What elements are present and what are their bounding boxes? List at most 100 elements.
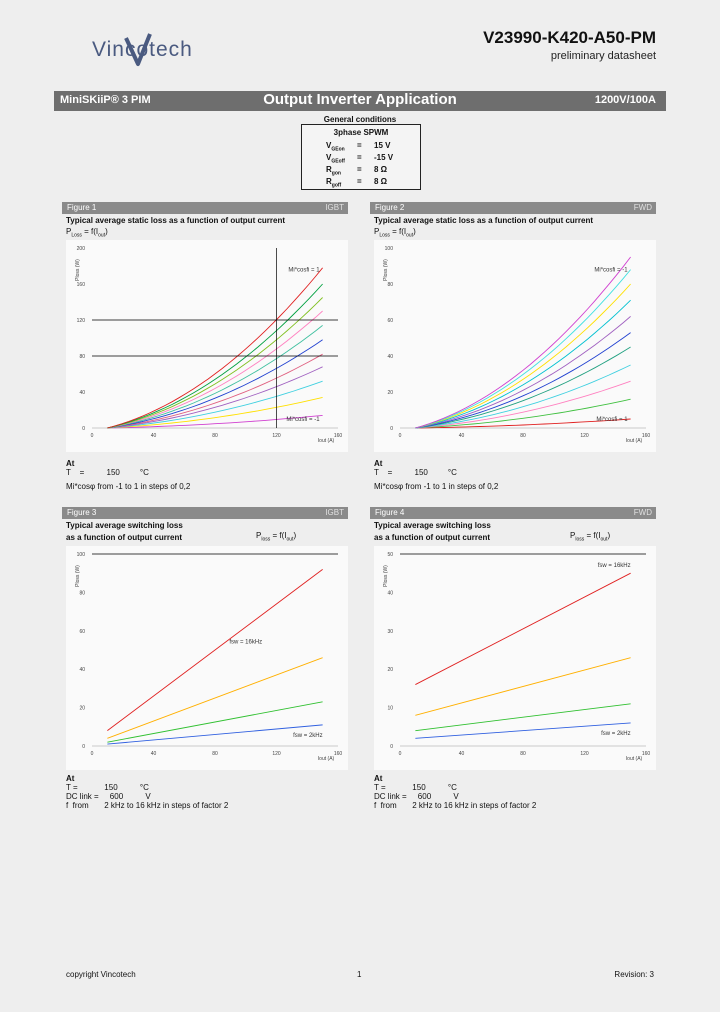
series-line <box>415 316 631 429</box>
series-line <box>415 380 631 429</box>
y-axis-label: Ploss (W) <box>383 259 389 281</box>
series-line <box>415 283 631 429</box>
y-tick-label: 40 <box>387 590 393 596</box>
x-tick-label: 160 <box>334 433 343 439</box>
series-line <box>415 332 631 429</box>
x-tick-label: 120 <box>272 751 281 757</box>
general-conditions-table: 3phase SPWM VGEon = 15 V VGEoff = -15 V Rg… <box>301 124 421 190</box>
x-tick-label: 40 <box>151 433 157 439</box>
product-family: MiniSKiiP® 3 PIM <box>60 94 151 106</box>
y-tick-label: 40 <box>387 354 393 360</box>
y-axis-label: Ploss (W) <box>75 259 81 281</box>
y-tick-label: 20 <box>387 667 393 673</box>
y-tick-label: 0 <box>390 744 393 750</box>
series-line <box>107 701 323 743</box>
y-tick-label: 20 <box>387 390 393 396</box>
series-line <box>107 568 323 732</box>
series-line <box>415 657 631 716</box>
figure-4-conditions: At T = 150 °C DC link = 600 V f from 2 k… <box>374 774 537 810</box>
figure-4-formula: Ploss = f(Iout) <box>570 531 611 543</box>
y-tick-label: 0 <box>82 744 85 750</box>
logo-text: Vincotech <box>92 38 193 61</box>
y-axis-label: Ploss (W) <box>75 565 81 587</box>
series-line <box>107 267 323 429</box>
annotation-fsw-min: fsw = 2kHz <box>601 731 631 737</box>
figure-3-formula: Ploss = f(Iout) <box>256 531 297 543</box>
annotation-bottom: Mi*cosfi = 1 <box>596 417 628 423</box>
x-axis-label: Iout (A) <box>318 438 335 444</box>
x-tick-label: 80 <box>212 433 218 439</box>
figure-1-title: Typical average static loss as a functio… <box>66 216 286 225</box>
annotation-fsw-min: fsw = 2kHz <box>293 733 323 739</box>
series-line <box>107 657 323 739</box>
title-bar: MiniSKiiP® 3 PIM Output Inverter Applica… <box>54 91 666 111</box>
y-tick-label: 0 <box>82 426 85 432</box>
series-line <box>107 353 323 429</box>
x-tick-label: 120 <box>580 751 589 757</box>
x-tick-label: 80 <box>520 433 526 439</box>
figure-3-chart: 0 40 80 120 160 0 20 40 60 80 100 Iout (A) Ploss (W)… <box>66 546 348 770</box>
annotation-fsw-max: fsw = 16kHz <box>598 563 631 569</box>
series-line <box>107 339 323 429</box>
figure-3-title: Typical average switching loss <box>66 521 183 530</box>
y-tick-label: 40 <box>79 667 85 673</box>
series-line <box>107 310 323 429</box>
series-line <box>415 256 631 429</box>
footer-page-number: 1 <box>357 970 362 979</box>
vincotech-logo-mark <box>124 33 152 66</box>
figure-4-bar: Figure 4 FWD <box>370 507 656 519</box>
x-axis-label: Iout (A) <box>318 756 335 762</box>
figure-2-chart: 0 40 80 120 160 0 20 40 60 80 100 Iout (A) Ploss (W)… <box>374 240 656 452</box>
x-tick-label: 40 <box>151 751 157 757</box>
figure-3-conditions: At T = 150 °C DC link = 600 V f from 2 k… <box>66 774 229 810</box>
series-line <box>107 283 323 429</box>
figure-4-title: Typical average switching loss <box>374 521 491 530</box>
figure-2-bar: Figure 2 FWD <box>370 202 656 214</box>
series-line <box>107 380 323 429</box>
y-tick-label: 10 <box>387 706 393 712</box>
general-conditions-title: General conditions <box>323 115 397 124</box>
y-tick-label: 200 <box>77 246 86 252</box>
series-line <box>107 366 323 429</box>
y-tick-label: 80 <box>79 590 85 596</box>
figure-4-chart: 0 40 80 120 160 0 10 20 30 40 50 Iout (A) Ploss (W) f… <box>374 546 656 770</box>
figure-2-formula: PLoss = f(Iout) <box>374 227 416 239</box>
series-line <box>107 414 323 429</box>
series-line <box>415 299 631 429</box>
part-number: V23990-K420-A50-PM <box>483 28 656 47</box>
gc-header: 3phase SPWM <box>333 128 389 137</box>
series-line <box>415 364 631 429</box>
y-tick-label: 60 <box>387 318 393 324</box>
annotation-top: Mi*cosfi = 1 <box>288 267 320 273</box>
x-tick-label: 160 <box>334 751 343 757</box>
x-tick-label: 0 <box>91 751 94 757</box>
x-axis-label: Iout (A) <box>626 438 643 444</box>
x-axis-label: Iout (A) <box>626 756 643 762</box>
y-tick-label: 30 <box>387 629 393 635</box>
series-line <box>415 703 631 732</box>
y-tick-label: 60 <box>79 629 85 635</box>
y-tick-label: 80 <box>79 354 85 360</box>
y-tick-label: 20 <box>79 706 85 712</box>
datasheet-subtitle: preliminary datasheet <box>550 50 656 62</box>
x-tick-label: 0 <box>399 433 402 439</box>
footer-revision: Revision: 3 <box>614 970 654 979</box>
y-tick-label: 50 <box>387 552 393 558</box>
series-line <box>415 269 631 429</box>
series-line <box>415 722 631 739</box>
figure-1-conditions: At T = 150 °C Mi*cosφ from -1 to 1 in st… <box>66 459 191 491</box>
figure-1-chart: 0 40 80 120 160 0 40 80 120 160 200 Iout (A) Ploss (… <box>66 240 348 452</box>
series-line <box>415 418 631 429</box>
series-line <box>415 572 631 685</box>
y-axis-label: Ploss (W) <box>383 565 389 587</box>
x-tick-label: 80 <box>212 751 218 757</box>
annotation-fsw-max: fsw = 16kHz <box>229 640 262 646</box>
figure-1-formula: PLoss = f(Iout) <box>66 227 108 239</box>
section-title: Output Inverter Application <box>263 91 457 108</box>
annotation-bottom: Mi*cosfi = -1 <box>286 417 320 423</box>
x-tick-label: 120 <box>272 433 281 439</box>
y-tick-label: 100 <box>77 552 86 558</box>
y-tick-label: 40 <box>79 390 85 396</box>
x-tick-label: 80 <box>520 751 526 757</box>
series-line <box>107 724 323 745</box>
